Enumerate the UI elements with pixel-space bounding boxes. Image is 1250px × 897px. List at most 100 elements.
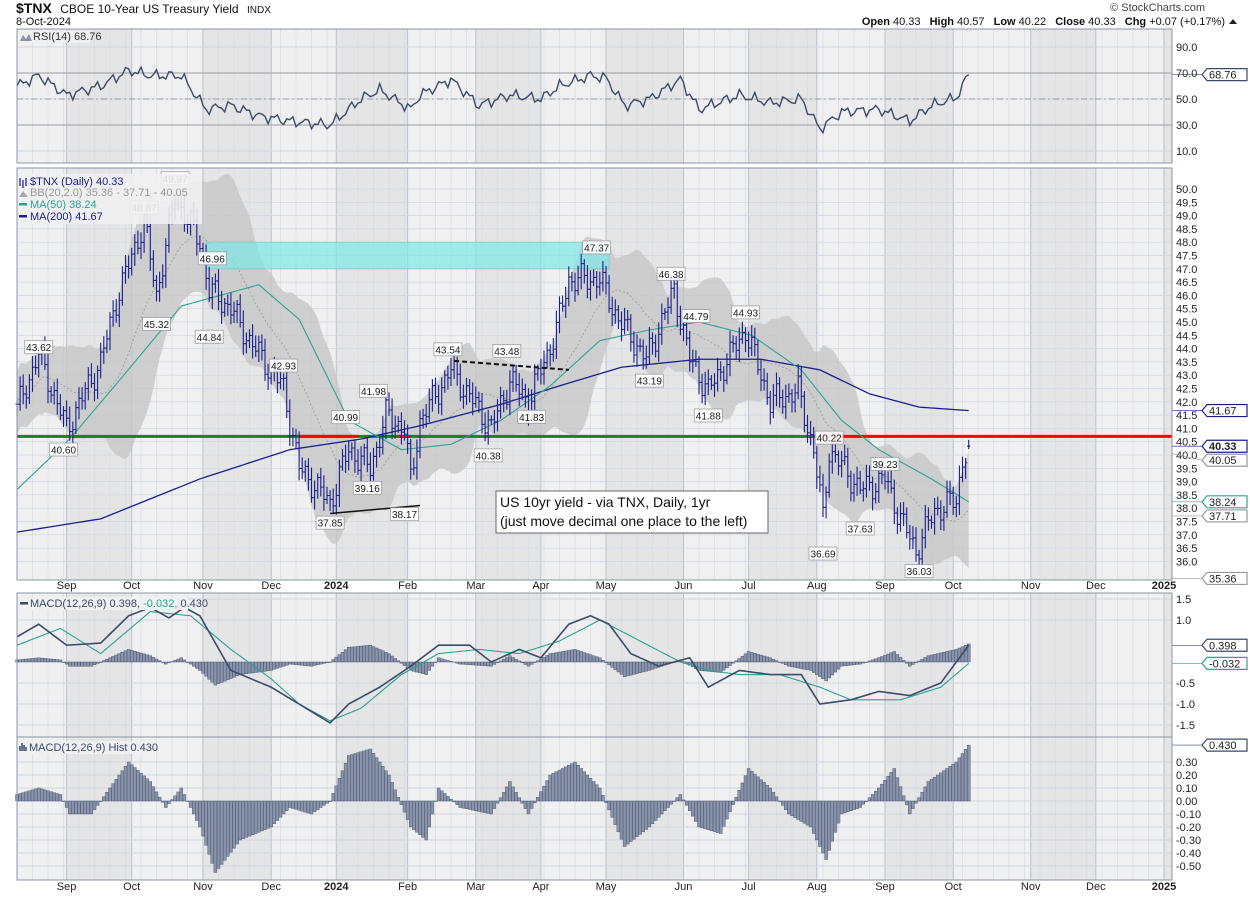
price-bar (424, 403, 428, 428)
hist-bar (514, 792, 518, 802)
price-bar (613, 299, 617, 324)
price-label-box (359, 383, 388, 398)
macd-hist-bar (98, 661, 103, 663)
price-bar (951, 486, 955, 515)
price-bar (554, 310, 558, 360)
hist-bar (870, 794, 875, 802)
price-bar (688, 331, 692, 372)
hist-bar (43, 789, 47, 802)
price-bar (306, 458, 310, 491)
price-label: 37.63 (848, 525, 873, 536)
price-bar (961, 456, 964, 483)
macd-hist-bar (598, 657, 602, 663)
macd-hist-bar (120, 652, 125, 663)
macd-hist-bar (179, 657, 184, 663)
price-tick-label: 45.0 (1176, 317, 1197, 329)
month-band (203, 29, 272, 163)
hist-bar (613, 800, 617, 825)
macd-hist-bar (30, 658, 35, 663)
month-label: Sep (57, 881, 77, 893)
hist-bar (145, 778, 149, 802)
macd-hist-bar (715, 661, 720, 673)
bb-legend-text: BB(20,2.0) 35.36 - 37.71 - 40.05 (30, 187, 188, 199)
price-bar (440, 377, 444, 416)
price-bar (102, 336, 106, 364)
hist-bar (266, 800, 270, 829)
price-bar (669, 276, 673, 314)
price-bar (80, 386, 84, 410)
month-label: Nov (1021, 881, 1041, 893)
macd-hist-bar (294, 661, 298, 665)
price-label-box (731, 305, 760, 320)
price-bar (384, 392, 388, 440)
hist-bar (421, 800, 425, 838)
macd-line (16, 606, 970, 724)
rsi-icon (20, 34, 32, 41)
month-label: 2025 (1152, 580, 1176, 592)
macd-hist-bar (331, 659, 335, 663)
price-bar (747, 331, 751, 358)
price-bar (517, 372, 521, 407)
hist-bar (889, 772, 893, 802)
hist-bar (495, 800, 500, 804)
hist-bar (250, 800, 255, 835)
macd-tick-label: -1.5 (1176, 720, 1195, 732)
hist-bar (300, 800, 304, 812)
price-label: 41.88 (696, 411, 721, 422)
macd-hist-bar (198, 661, 202, 671)
macd-hist-bar (805, 661, 810, 670)
value-box (1201, 495, 1248, 509)
hist-bar (861, 800, 865, 805)
price-bar (830, 439, 834, 474)
hist-bar (207, 800, 211, 855)
hist-bar (356, 752, 360, 802)
price-bar (381, 415, 385, 455)
hist-bar (852, 800, 856, 810)
price-label: 45.32 (144, 320, 169, 331)
month-band (748, 29, 817, 163)
hist-bar (37, 787, 41, 802)
price-bar (52, 381, 56, 405)
macd-hist-bar (936, 653, 940, 663)
hist-bar (365, 749, 369, 802)
hist-bar (579, 768, 583, 802)
hist-bar (719, 800, 723, 834)
hist-bar (839, 800, 844, 815)
price-bar (719, 361, 723, 382)
price-label-box (315, 515, 345, 530)
rsi-tick-label: 70.0 (1176, 68, 1197, 80)
month-band (606, 29, 684, 163)
macd-hist-bar (948, 650, 952, 663)
rsi-legend: RSI(14) 68.76 (18, 31, 101, 43)
price-bar (303, 460, 307, 482)
macd-hist-bar (613, 661, 617, 670)
price-label-box (870, 457, 900, 471)
price-bar (89, 363, 93, 388)
price-bar (164, 238, 168, 288)
hist-bar (898, 786, 903, 802)
price-bar (151, 250, 155, 288)
macd-hist-bar (263, 661, 267, 672)
price-bar (297, 431, 301, 481)
hist-bar (703, 800, 707, 830)
hist-bar (353, 753, 357, 802)
hist-bar (157, 796, 162, 802)
hist-bar (306, 800, 311, 814)
ma200-line (16, 358, 969, 533)
price-bar (589, 270, 592, 301)
hist-bar (371, 753, 376, 802)
hist-bar (715, 800, 720, 833)
hist-bar (452, 800, 456, 803)
macd-hist-bar (511, 657, 515, 663)
month-label: Dec (261, 580, 281, 592)
hist-bar (564, 766, 568, 802)
hist-bar (126, 761, 131, 802)
hist-bar (489, 800, 493, 815)
macd-hist-bar (582, 652, 586, 663)
hist-bar (30, 789, 35, 802)
price-bar (734, 336, 738, 359)
price-bar (632, 331, 636, 363)
macd-hist-bar (967, 643, 971, 663)
macd-hist-bar (855, 661, 859, 665)
hist-bar (830, 800, 834, 842)
